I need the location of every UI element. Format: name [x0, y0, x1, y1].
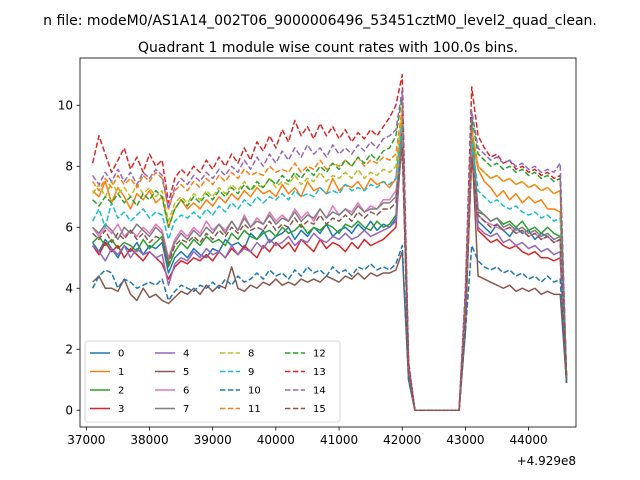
x-axis: 37000 38000 39000 40000 41000 42000 43000 44000	[67, 427, 548, 447]
legend-label: 3	[118, 404, 124, 415]
legend-label: 12	[313, 349, 326, 360]
y-tick-label: 2	[65, 343, 73, 357]
series-line-4	[92, 135, 568, 411]
axes-frame	[79, 57, 577, 428]
x-tick-label: 37000	[67, 433, 105, 447]
x-tick-label: 40000	[257, 433, 295, 447]
series-line-6	[92, 138, 568, 411]
chart-title: Quadrant 1 module wise count rates with …	[138, 40, 518, 56]
x-tick-label: 44000	[510, 433, 548, 447]
legend-label: 7	[183, 404, 189, 415]
y-tick-label: 8	[65, 160, 73, 174]
y-tick-label: 10	[58, 99, 73, 113]
x-tick-label: 43000	[446, 433, 484, 447]
legend-label: 5	[183, 367, 189, 378]
legend-box	[84, 340, 341, 423]
legend-label: 1	[118, 367, 124, 378]
series-line-13	[91, 74, 568, 411]
legend-label: 2	[118, 386, 124, 397]
series-line-0	[92, 135, 568, 411]
legend-label: 14	[313, 386, 326, 397]
series-line-12	[92, 95, 568, 411]
legend-label: 11	[248, 404, 261, 415]
y-tick-label: 4	[65, 282, 73, 296]
series-line-9	[91, 122, 568, 411]
series-line-14	[92, 89, 568, 411]
plot-lines	[91, 74, 568, 411]
legend-label: 15	[313, 404, 326, 415]
series-line-10	[91, 244, 568, 411]
legend-label: 9	[248, 367, 254, 378]
y-axis: 0 2 4 6 8 10	[58, 99, 80, 418]
x-tick-label: 42000	[383, 433, 421, 447]
x-tick-label: 38000	[130, 433, 168, 447]
legend-label: 13	[313, 367, 326, 378]
legend-label: 0	[118, 349, 124, 360]
x-tick-label: 41000	[320, 433, 358, 447]
legend-label: 4	[183, 349, 189, 360]
series-line-11	[92, 107, 568, 411]
legend-label: 10	[248, 386, 261, 397]
series-line-8	[92, 110, 568, 411]
figure-suptitle: n file: modeM0/AS1A14_002T06_9000006496_…	[43, 13, 597, 29]
series-line-7	[92, 135, 568, 411]
y-tick-label: 0	[65, 404, 73, 418]
x-tick-label: 39000	[194, 433, 232, 447]
legend-label: 8	[248, 349, 254, 360]
x-axis-offset-label: +4.929e8	[517, 454, 576, 468]
series-line-15	[92, 147, 568, 411]
series-line-5	[92, 141, 568, 411]
y-tick-label: 6	[65, 221, 73, 235]
legend-label: 6	[183, 386, 189, 397]
